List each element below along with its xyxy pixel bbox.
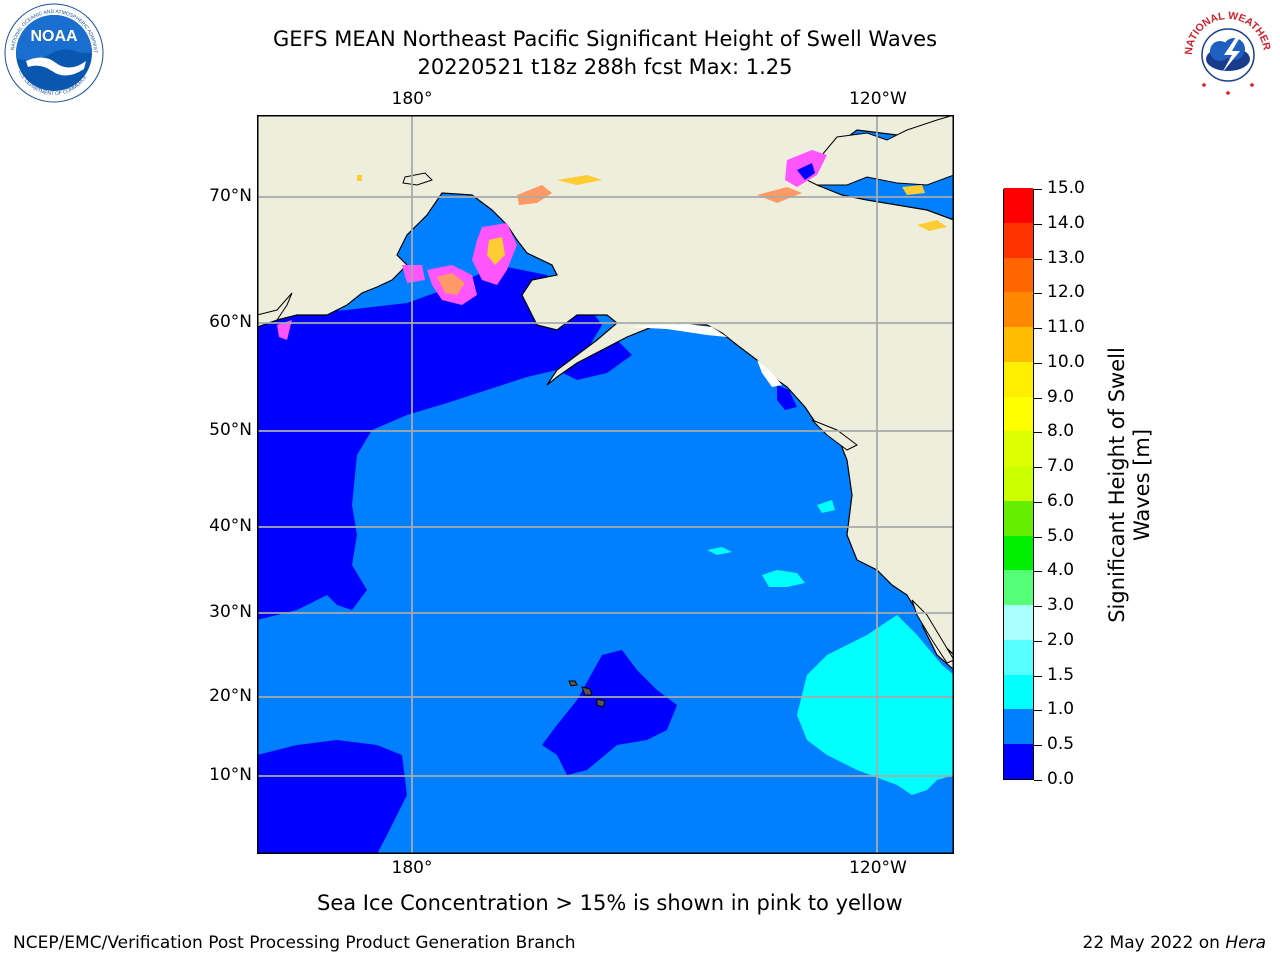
nodata-gulf-coast: [627, 324, 727, 337]
colorbar-tick: [1034, 606, 1042, 608]
lat-label-40n: 40°N: [209, 516, 252, 536]
lon-label-top-180: 180°: [391, 89, 433, 109]
low-swell-southwest: [257, 740, 407, 854]
colorbar-tick-label: 7.0: [1047, 456, 1075, 477]
colorbar-tick: [1034, 397, 1042, 399]
colorbar-segment: [1004, 361, 1033, 397]
colorbar-tick-label: 13.0: [1047, 247, 1085, 268]
colorbar-tick: [1034, 293, 1042, 295]
colorbar-segment: [1004, 396, 1033, 432]
colorbar-tick: [1034, 780, 1042, 781]
colorbar-title-line2: Waves [m]: [1130, 428, 1154, 542]
colorbar-tick-label: 1.0: [1047, 699, 1075, 720]
mid-swell-patch3: [817, 500, 835, 513]
low-swell-hawaii: [542, 650, 677, 775]
sea-ice-caption: Sea Ice Concentration > 15% is shown in …: [317, 891, 903, 915]
footer-host: Hera: [1225, 933, 1266, 953]
colorbar-tick-label: 1.5: [1047, 664, 1075, 685]
nws-logo: NATIONAL WEATHER SERVICE: [1174, 0, 1278, 103]
colorbar-tick: [1034, 640, 1042, 642]
lon-label-top-120w: 120°W: [849, 89, 907, 109]
colorbar-segment: [1004, 569, 1033, 606]
noaa-logo: NOAA NATIONAL OCEANIC AND ATMOSPHERIC AD…: [2, 0, 104, 103]
colorbar-tick: [1034, 432, 1042, 434]
colorbar-segment: [1004, 291, 1033, 328]
land-hawaii: [568, 680, 606, 708]
nodata-bc-coast: [757, 360, 782, 387]
colorbar-segment: [1004, 535, 1033, 571]
colorbar-segment: [1004, 222, 1033, 258]
colorbar-tick-label: 3.0: [1047, 595, 1075, 616]
lat-label-70n: 70°N: [209, 186, 252, 206]
footer-date-text: 22 May 2022 on: [1082, 933, 1226, 953]
swell-height-map: [257, 115, 954, 854]
land-baja: [911, 599, 954, 664]
colorbar-tick: [1034, 258, 1042, 260]
colorbar-tick: [1034, 362, 1042, 364]
colorbar-tick-label: 6.0: [1047, 490, 1075, 511]
land-alaska: [257, 115, 954, 656]
mid-swell-east: [797, 615, 954, 795]
colorbar-segment: [1004, 639, 1033, 675]
map-subtitle: 20220521 t18z 288h fcst Max: 1.25: [417, 55, 793, 79]
low-swell-bc: [777, 385, 797, 410]
lat-label-10n: 10°N: [209, 765, 252, 785]
colorbar-tick-label: 8.0: [1047, 421, 1075, 442]
mid-swell-patch1: [762, 570, 805, 587]
colorbar-tick-label: 14.0: [1047, 212, 1085, 233]
colorbar-tick-label: 2.0: [1047, 629, 1075, 650]
map-gridlines: [257, 115, 954, 854]
colorbar-tick-label: 4.0: [1047, 560, 1075, 581]
colorbar-tick: [1034, 328, 1042, 330]
colorbar-segment: [1004, 257, 1033, 293]
colorbar-title-line1: Significant Height of Swell: [1105, 347, 1129, 623]
colorbar: [1003, 187, 1034, 780]
sea-ice-overlay: [277, 150, 947, 340]
colorbar-segment: [1004, 604, 1033, 640]
lat-label-20n: 20°N: [209, 686, 252, 706]
colorbar-tick: [1034, 745, 1042, 747]
footer-date: 22 May 2022 on Hera: [1083, 933, 1267, 953]
colorbar-segment: [1004, 187, 1033, 223]
colorbar-tick-label: 5.0: [1047, 525, 1075, 546]
lon-label-bottom-120w: 120°W: [849, 858, 907, 878]
colorbar-segment: [1004, 326, 1033, 362]
colorbar-segment: [1004, 465, 1033, 501]
lat-label-50n: 50°N: [209, 420, 252, 440]
colorbar-tick: [1034, 467, 1042, 469]
colorbar-tick: [1034, 189, 1042, 190]
map-title: GEFS MEAN Northeast Pacific Significant …: [272, 27, 938, 51]
colorbar-segment: [1004, 500, 1033, 536]
lat-label-30n: 30°N: [209, 602, 252, 622]
land-kamchatka: [257, 292, 293, 328]
colorbar-tick: [1034, 223, 1042, 225]
low-swell-gulf-alaska: [557, 340, 632, 380]
colorbar-segment: [1004, 709, 1033, 745]
land-wrangel: [402, 172, 433, 186]
colorbar-tick: [1034, 675, 1042, 677]
colorbar-tick-label: 0.5: [1047, 734, 1075, 755]
colorbar-tick: [1034, 501, 1042, 503]
colorbar-tick: [1034, 710, 1042, 712]
colorbar-tick: [1034, 536, 1042, 538]
lon-label-bottom-180: 180°: [391, 858, 433, 878]
svg-text:NOAA: NOAA: [30, 28, 78, 45]
colorbar-tick-label: 15.0: [1047, 178, 1085, 198]
colorbar-segment: [1004, 430, 1033, 467]
land-vancouver-isl: [811, 419, 858, 451]
lat-label-60n: 60°N: [209, 312, 252, 332]
low-swell-bering: [257, 265, 602, 620]
colorbar-segment: [1004, 674, 1033, 710]
colorbar-tick-label: 0.0: [1047, 769, 1075, 789]
footer-credit: NCEP/EMC/Verification Post Processing Pr…: [13, 933, 576, 953]
colorbar-tick: [1034, 571, 1042, 573]
colorbar-tick-label: 10.0: [1047, 351, 1085, 372]
colorbar-segment: [1004, 743, 1033, 779]
colorbar-tick-label: 9.0: [1047, 386, 1075, 407]
colorbar-tick-label: 11.0: [1047, 317, 1085, 338]
mid-swell-patch2: [707, 547, 732, 555]
colorbar-tick-label: 12.0: [1047, 282, 1085, 303]
